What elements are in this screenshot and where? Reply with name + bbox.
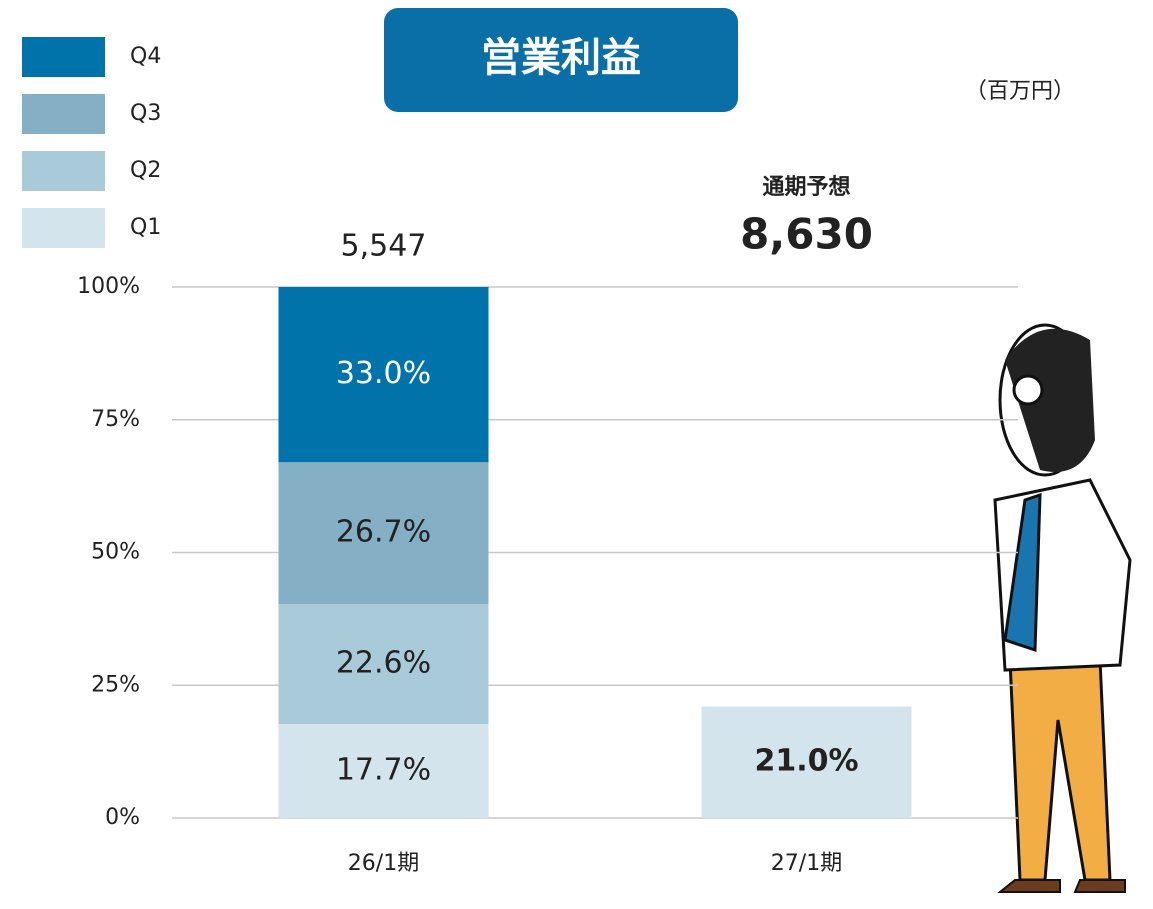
data-label: 33.0% [336, 356, 431, 391]
legend-label: Q4 [130, 44, 161, 69]
x-tick-label: 27/1期 [771, 851, 842, 876]
y-tick-label: 75% [91, 407, 140, 432]
y-tick-label: 50% [91, 540, 140, 565]
bar-segment [278, 604, 489, 725]
total-label: 8,630 [740, 210, 873, 259]
x-tick-label: 26/1期 [348, 851, 419, 876]
total-label: 5,547 [341, 229, 427, 264]
bar-segment [278, 724, 489, 818]
data-label: 21.0% [754, 744, 858, 779]
bar-segment [278, 462, 489, 605]
y-tick-label: 0% [105, 805, 140, 830]
unit-label: （百万円） [965, 79, 1075, 104]
data-label: 22.6% [336, 646, 431, 681]
legend-swatch [22, 151, 105, 191]
legend-swatch [22, 208, 105, 248]
data-label: 17.7% [336, 753, 431, 788]
forecast-label: 通期予想 [762, 175, 850, 200]
legend-swatch [22, 37, 105, 77]
illustration [993, 323, 1132, 893]
legend-label: Q3 [130, 101, 161, 126]
bar-segment [278, 287, 489, 463]
title-box [384, 8, 738, 112]
chart-title: 営業利益 [481, 35, 641, 81]
legend-label: Q1 [130, 215, 161, 240]
data-label: 26.7% [336, 515, 431, 550]
legend-label: Q2 [130, 158, 161, 183]
bar-segment [701, 706, 912, 818]
legend-swatch [22, 94, 105, 134]
y-tick-label: 25% [91, 672, 140, 697]
y-tick-label: 100% [77, 274, 140, 299]
